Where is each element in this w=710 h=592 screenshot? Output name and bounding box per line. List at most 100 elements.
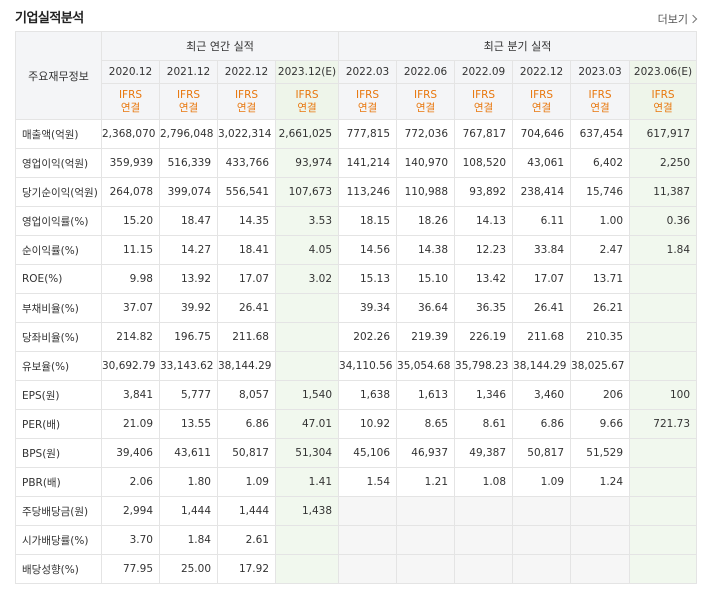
quarterly-cell: 206 <box>570 380 631 410</box>
accounting-standard-label: IFRS 연결 <box>274 83 340 120</box>
standard-consolidated: 연결 <box>653 101 673 114</box>
quarterly-cell: 50,817 <box>512 438 572 468</box>
quarterly-cell: 6,402 <box>570 148 631 178</box>
row-label: PBR(배) <box>15 467 102 497</box>
quarterly-cell: 1.54 <box>338 467 398 497</box>
annual-period-3-header: 2023.12(E) <box>274 60 340 84</box>
annual-cell: 359,939 <box>101 148 160 178</box>
annual-cell: 13.55 <box>159 409 218 439</box>
table-row: 당좌비율(%) 214.82 196.75 211.68 202.26 219.39 226… <box>15 322 698 352</box>
quarterly-cell: 51,529 <box>570 438 631 468</box>
annual-cell: 2,368,070 <box>101 119 160 149</box>
annual-cell: 2.06 <box>101 467 160 497</box>
annual-cell: 38,144.29 <box>217 351 276 381</box>
quarterly-cell: 140,970 <box>396 148 456 178</box>
annual-cell: 3,022,314 <box>217 119 276 149</box>
row-label: 부채비율(%) <box>15 293 102 323</box>
quarterly-cell: 49,387 <box>454 438 514 468</box>
annual-cell: 9.98 <box>101 264 160 294</box>
standard-ifrs: IFRS <box>176 88 201 101</box>
quarterly-cell: 3,460 <box>512 380 572 410</box>
annual-cell: 1.09 <box>217 467 276 497</box>
quarterly-cell <box>629 264 698 294</box>
row-label: 당기순이익(억원) <box>15 177 102 207</box>
annual-cell: 1,540 <box>274 380 340 410</box>
annual-cell: 33,143.62 <box>159 351 218 381</box>
quarterly-cell: 12.23 <box>454 235 514 265</box>
annual-cell: 3.02 <box>274 264 340 294</box>
table-row: 유보율(%) 30,692.79 33,143.62 38,144.29 34,110.… <box>15 351 698 381</box>
more-link-label: 더보기 <box>657 13 688 26</box>
quarterly-period-1-header: 2022.06 <box>396 60 456 84</box>
annual-cell: 211.68 <box>217 322 276 352</box>
quarterly-cell <box>396 496 456 526</box>
quarterly-cell <box>570 496 631 526</box>
quarterly-cell: 0.36 <box>629 206 698 236</box>
table-row: ROE(%) 9.98 13.92 17.07 3.02 15.13 15.10 13.42 1… <box>15 264 698 294</box>
quarterly-cell: 1.09 <box>512 467 572 497</box>
quarterly-cell: 17.07 <box>512 264 572 294</box>
quarterly-cell <box>396 525 456 555</box>
table-row: BPS(원) 39,406 43,611 50,817 51,304 45,106 46,9… <box>15 438 698 468</box>
table-row: 시가배당률(%) 3.70 1.84 2.61 <box>15 525 698 555</box>
quarterly-cell: 14.56 <box>338 235 398 265</box>
annual-cell: 516,339 <box>159 148 218 178</box>
quarterly-cell <box>454 525 514 555</box>
quarterly-cell <box>512 496 572 526</box>
quarterly-cell <box>570 554 631 584</box>
quarterly-cell: 1.21 <box>396 467 456 497</box>
table-row: 순이익률(%) 11.15 14.27 18.41 4.05 14.56 14.38 12.2… <box>15 235 698 265</box>
annual-cell <box>274 554 340 584</box>
accounting-standard-label: IFRS 연결 <box>396 83 456 120</box>
annual-cell: 39,406 <box>101 438 160 468</box>
standard-consolidated: 연결 <box>120 101 141 114</box>
standard-ifrs: IFRS <box>529 88 554 101</box>
standard-ifrs: IFRS <box>295 88 319 101</box>
quarterly-cell: 11,387 <box>629 177 698 207</box>
standard-consolidated: 연결 <box>415 101 436 114</box>
quarterly-cell: 2,250 <box>629 148 698 178</box>
quarterly-cell: 14.13 <box>454 206 514 236</box>
quarterly-cell: 38,025.67 <box>570 351 631 381</box>
table-row: PER(배) 21.09 13.55 6.86 47.01 10.92 8.65 8.61 6.… <box>15 409 698 439</box>
annual-cell: 47.01 <box>274 409 340 439</box>
annual-cell: 2,661,025 <box>274 119 340 149</box>
quarterly-cell: 238,414 <box>512 177 572 207</box>
quarterly-cell <box>454 554 514 584</box>
row-label: 영업이익률(%) <box>15 206 102 236</box>
quarterly-cell: 13.71 <box>570 264 631 294</box>
quarterly-cell: 1.24 <box>570 467 631 497</box>
standard-consolidated: 연결 <box>357 101 378 114</box>
table-row: 영업이익(억원) 359,939 516,339 433,766 93,974 141,2… <box>15 148 698 178</box>
quarterly-cell: 767,817 <box>454 119 514 149</box>
accounting-standard-label: IFRS 연결 <box>217 83 276 120</box>
quarterly-cell: 10.92 <box>338 409 398 439</box>
quarterly-group-header: 최근 분기 실적 <box>338 31 698 61</box>
quarterly-cell: 34,110.56 <box>338 351 398 381</box>
standard-consolidated: 연결 <box>297 101 317 114</box>
standard-ifrs: IFRS <box>234 88 259 101</box>
quarterly-cell: 39.34 <box>338 293 398 323</box>
annual-cell: 1,444 <box>217 496 276 526</box>
annual-period-1-header: 2021.12 <box>159 60 218 84</box>
standard-consolidated: 연결 <box>531 101 552 114</box>
quarterly-cell: 108,520 <box>454 148 514 178</box>
annual-period-2-header: 2022.12 <box>217 60 276 84</box>
quarterly-cell: 721.73 <box>629 409 698 439</box>
table-row: EPS(원) 3,841 5,777 8,057 1,540 1,638 1,613 1,34… <box>15 380 698 410</box>
row-label: 시가배당률(%) <box>15 525 102 555</box>
quarterly-cell: 1,613 <box>396 380 456 410</box>
table-row: 배당성향(%) 77.95 25.00 17.92 <box>15 554 698 584</box>
more-link[interactable]: 더보기 <box>657 11 698 27</box>
row-label: 순이익률(%) <box>15 235 102 265</box>
annual-cell: 2,994 <box>101 496 160 526</box>
quarterly-cell: 15,746 <box>570 177 631 207</box>
row-label: 주당배당금(원) <box>15 496 102 526</box>
standard-ifrs: IFRS <box>588 88 612 101</box>
annual-cell: 399,074 <box>159 177 218 207</box>
financial-table: 주요재무정보 최근 연간 실적 최근 분기 실적 2020.12 2021.12 2… <box>15 31 698 584</box>
annual-cell <box>274 351 340 381</box>
section-title: 기업실적분석 <box>15 11 84 26</box>
quarterly-cell <box>512 554 572 584</box>
accounting-standard-label: IFRS 연결 <box>629 83 698 120</box>
